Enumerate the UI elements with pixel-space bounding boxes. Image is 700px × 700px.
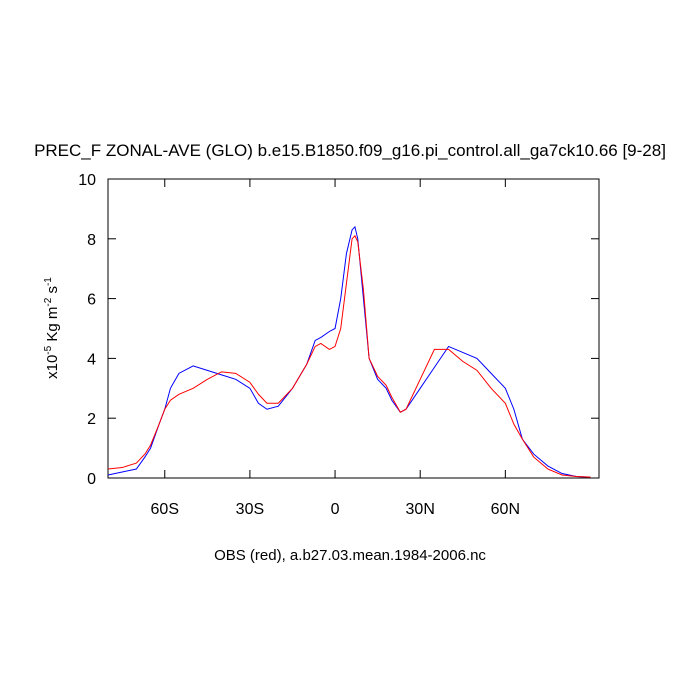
x-tick-label: 0 [331,501,340,518]
plot-frame [107,178,600,479]
chart-title: PREC_F ZONAL-AVE (GLO) b.e15.B1850.f09_g… [34,141,666,160]
x-tick-label: 60N [491,501,520,518]
y-tick-label: 0 [87,471,96,488]
data-line [107,234,591,478]
x-tick-label: 30N [406,501,435,518]
x-tick-label: 30S [236,501,264,518]
y-tick-label: 6 [87,292,96,309]
y-tick-label: 2 [87,411,96,428]
x-axis-label: OBS (red), a.b27.03.mean.1984-2006.nc [214,547,486,564]
y-label-part: x10 [44,355,61,379]
y-label-part: s [44,286,61,298]
y-axis-label: x10-5 Kg m-2 s-1 [43,277,61,379]
x-tick-label: 60S [151,501,179,518]
y-label-part: Kg m [44,307,61,346]
y-label-sup: -5 [43,345,54,354]
y-label-sup: -2 [43,297,54,306]
data-line [107,225,591,478]
y-label-sup: -1 [43,277,54,286]
y-tick-label: 4 [87,351,96,368]
y-tick-label: 10 [78,172,96,189]
y-tick-label: 8 [87,232,96,249]
